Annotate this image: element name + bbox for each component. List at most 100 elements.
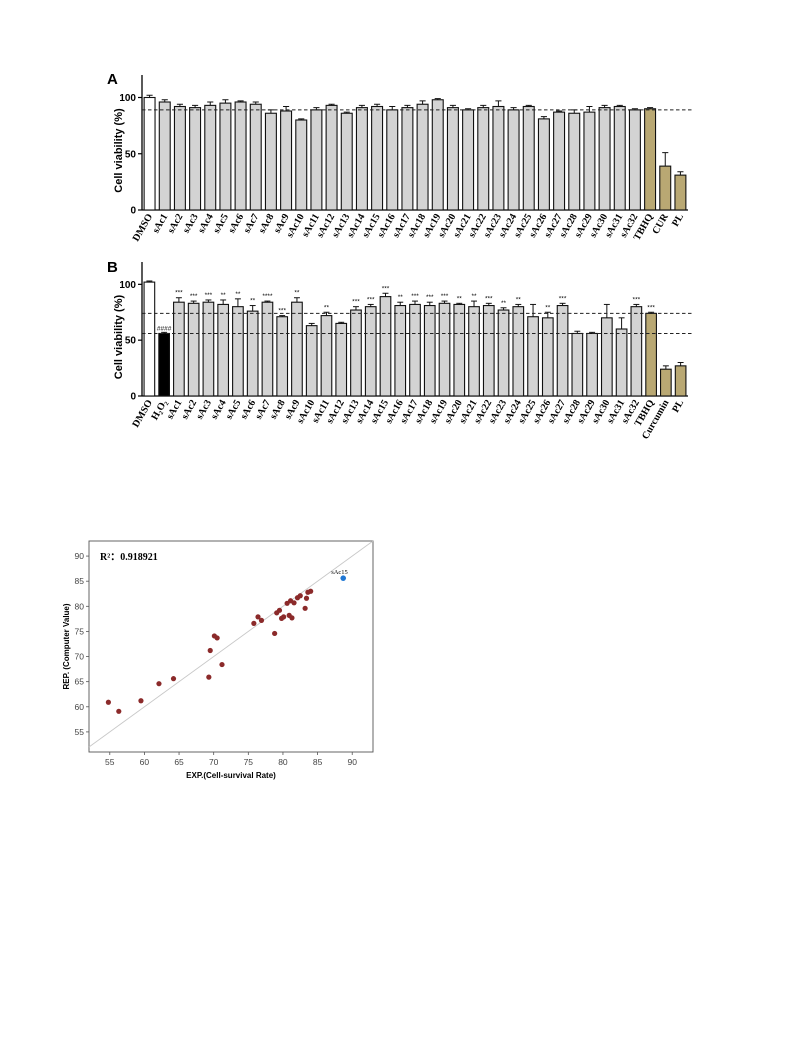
y-tick-label: 100 (119, 93, 136, 104)
bar (189, 107, 202, 211)
data-point (207, 647, 213, 654)
bar (310, 109, 323, 211)
data-point (289, 615, 295, 621)
bar (659, 165, 672, 211)
significance-label: *** (352, 299, 360, 306)
x-tick-label: H₂O₂ (149, 398, 169, 422)
bar (173, 105, 186, 211)
data-point (255, 614, 261, 620)
y-tick-label: 50 (125, 149, 137, 160)
y-tick-label: 75 (75, 626, 85, 636)
bar (537, 118, 550, 211)
bar (613, 105, 626, 211)
significance-label: *** (205, 292, 213, 299)
significance-label: ** (294, 290, 300, 297)
bar (264, 112, 277, 211)
bar (386, 109, 399, 211)
bar (219, 102, 232, 211)
bar (202, 301, 215, 397)
bar (477, 107, 490, 211)
x-tick-label: 60 (140, 757, 150, 767)
bar (325, 104, 338, 211)
data-point (291, 600, 297, 606)
y-tick-label: 100 (119, 280, 136, 291)
bar (541, 317, 554, 397)
x-tick-label: 85 (313, 757, 323, 767)
bar (583, 111, 596, 211)
x-tick-label: PL (670, 398, 686, 415)
bar (568, 112, 581, 211)
r-squared-label: R²：0.918921 (100, 552, 158, 563)
significance-label: ** (398, 294, 404, 301)
x-tick-label: 55 (105, 757, 115, 767)
significance-label: *** (485, 295, 493, 302)
highlight-label: sAc15 (331, 569, 348, 576)
bar (512, 306, 525, 397)
significance-label: ** (501, 300, 507, 307)
bar (261, 301, 274, 397)
bar (249, 103, 262, 211)
bar (234, 101, 247, 211)
bar (379, 296, 392, 397)
bar (335, 322, 348, 397)
significance-label: ** (457, 295, 463, 302)
data-point (258, 617, 265, 623)
bar (394, 304, 407, 397)
bar (158, 101, 171, 211)
data-point (116, 708, 122, 714)
bar (674, 174, 687, 211)
y-tick-label: 55 (75, 727, 85, 737)
x-tick-label: 75 (244, 757, 254, 767)
bar (482, 304, 495, 397)
bar (446, 107, 459, 211)
bar (246, 310, 259, 397)
bar (553, 111, 566, 211)
bar (522, 105, 535, 211)
bar (371, 105, 384, 211)
x-tick-label: PL (670, 212, 686, 229)
significance-label: *** (175, 290, 183, 297)
significance-label: *** (441, 293, 449, 300)
bar (423, 304, 436, 397)
significance-label: ** (545, 304, 551, 311)
panel-letter: A (107, 71, 118, 88)
bar (291, 301, 303, 397)
y-tick-label: 80 (75, 601, 85, 611)
significance-label: **** (262, 293, 273, 300)
bar (416, 103, 429, 211)
bar (674, 365, 687, 397)
data-point (303, 595, 310, 601)
x-tick-label: 65 (174, 757, 184, 767)
bar (320, 315, 333, 397)
bar (468, 306, 480, 397)
bar (401, 107, 414, 211)
y-tick-label: 60 (75, 702, 85, 712)
bar (586, 332, 598, 397)
bar (409, 303, 421, 397)
y-tick-label: 90 (75, 551, 85, 561)
y-tick-label: 70 (75, 652, 85, 662)
data-point (297, 593, 303, 599)
x-tick-label: CUR (650, 211, 671, 236)
bar (462, 109, 475, 211)
y-tick-label: 85 (75, 576, 85, 586)
bar (276, 316, 289, 397)
bar (630, 306, 643, 397)
bar (232, 306, 244, 397)
x-tick-label: 70 (209, 757, 219, 767)
y-axis-label: REP. (Computer Value) (62, 603, 71, 689)
data-point (219, 661, 225, 668)
significance-label: *** (633, 296, 641, 303)
y-tick-label: 0 (130, 206, 136, 217)
bar (280, 110, 293, 211)
significance-label: ** (516, 296, 522, 303)
bar (350, 309, 362, 397)
bar (645, 312, 657, 397)
significance-label: *** (190, 293, 198, 300)
bar (173, 301, 185, 397)
significance-label: ** (324, 304, 330, 311)
bar (628, 109, 641, 211)
